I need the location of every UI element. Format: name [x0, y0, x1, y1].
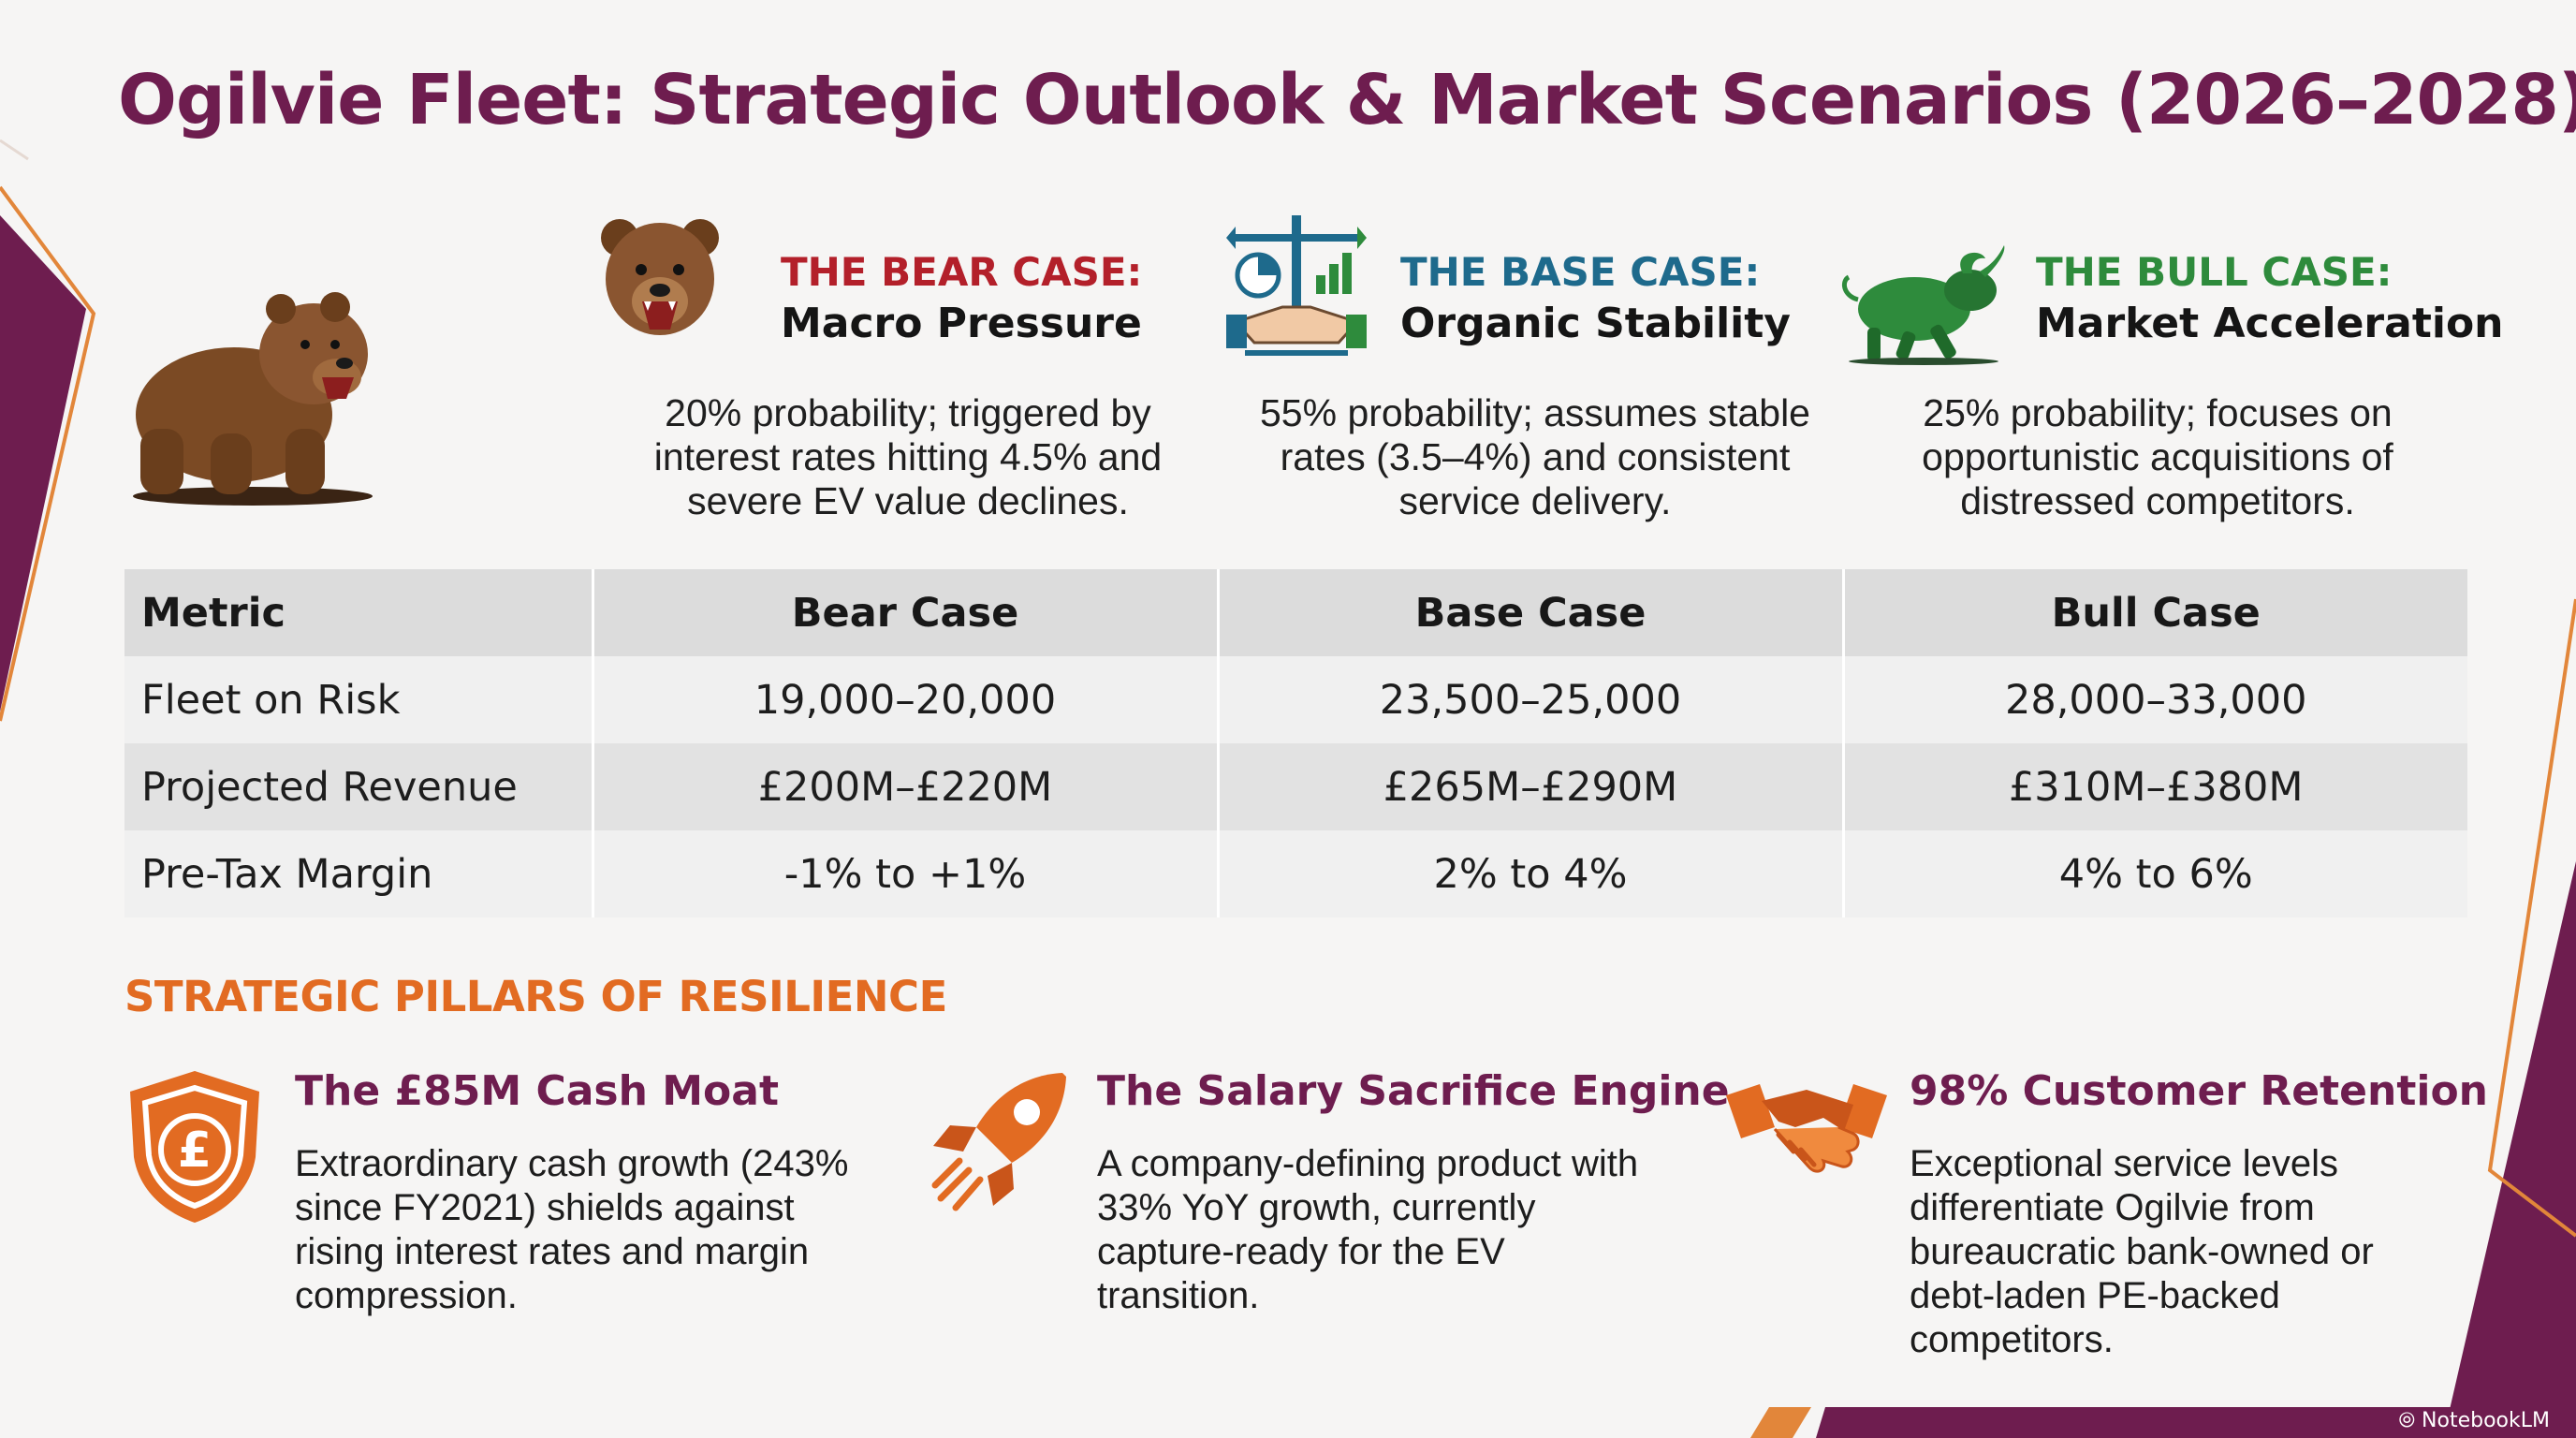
bull-case-heading: THE BULL CASE:: [2036, 249, 2393, 295]
row-label: Projected Revenue: [124, 743, 594, 830]
bull-case-subheading: Market Acceleration: [2036, 300, 2504, 347]
pillar-salary-sacrifice-text: A company-defining product with 33% YoY …: [1097, 1143, 1639, 1316]
cell-base: 2% to 4%: [1218, 830, 1845, 917]
left-thin-line: [0, 139, 29, 161]
scenario-metrics-table: Metric Bear Case Base Case Bull Case Fle…: [124, 569, 2467, 917]
svg-text:£: £: [178, 1123, 212, 1179]
pillar-customer-retention-text: Exceptional service levels differentiate…: [1910, 1143, 2374, 1360]
base-case-description: 55% probability; assumes stable rates (3…: [1260, 391, 1810, 522]
table-row: Projected Revenue £200M–£220M £265M–£290…: [124, 743, 2467, 830]
right-purple-stripe: [2443, 861, 2576, 1438]
handshake-icon: [1726, 1084, 1887, 1173]
left-orange-line: [0, 185, 96, 722]
table-row: Fleet on Risk 19,000–20,000 23,500–25,00…: [124, 656, 2467, 743]
pillars-section-title: STRATEGIC PILLARS OF RESILIENCE: [124, 972, 947, 1021]
row-label: Fleet on Risk: [124, 656, 594, 743]
cell-base: £265M–£290M: [1218, 743, 1845, 830]
cell-bear: -1% to +1%: [593, 830, 1220, 917]
cell-bear: £200M–£220M: [593, 743, 1220, 830]
cell-bull: £310M–£380M: [1843, 743, 2467, 830]
base-case-subheading: Organic Stability: [1400, 300, 1791, 347]
cell-base: 23,500–25,000: [1218, 656, 1845, 743]
bull-icon: [1841, 245, 2005, 365]
pound-shield-icon: £: [130, 1071, 259, 1223]
row-label: Pre-Tax Margin: [124, 830, 594, 917]
pillar-cash-moat-title: The £85M Cash Moat: [295, 1067, 779, 1115]
left-purple-stripe: [0, 215, 86, 712]
brand-name: NotebookLM: [2422, 1409, 2550, 1432]
header-bear-case: Bear Case: [593, 569, 1220, 656]
cell-bull: 28,000–33,000: [1843, 656, 2467, 743]
bottom-purple-bar: [1816, 1407, 2576, 1438]
page-title: Ogilvie Fleet: Strategic Outlook & Marke…: [118, 60, 2576, 140]
header-base-case: Base Case: [1218, 569, 1845, 656]
bear-case-heading: THE BEAR CASE:: [781, 249, 1143, 295]
bear-illustration-icon: [133, 292, 373, 506]
cell-bull: 4% to 6%: [1843, 830, 2467, 917]
base-case-heading: THE BASE CASE:: [1400, 249, 1761, 295]
bear-case-description: 20% probability; triggered by interest r…: [653, 391, 1163, 522]
bottom-orange-mark: [1750, 1407, 1811, 1438]
bear-case-subheading: Macro Pressure: [781, 300, 1142, 347]
bear-head-icon: [601, 219, 719, 335]
table-row: Pre-Tax Margin -1% to +1% 2% to 4% 4% to…: [124, 830, 2467, 917]
bull-case-description: 25% probability; focuses on opportunisti…: [1922, 391, 2393, 522]
table-header-row: Metric Bear Case Base Case Bull Case: [124, 569, 2467, 656]
header-metric: Metric: [124, 569, 594, 656]
cell-bear: 19,000–20,000: [593, 656, 1220, 743]
pillar-salary-sacrifice-title: The Salary Sacrifice Engine: [1097, 1067, 1730, 1115]
pillar-customer-retention-title: 98% Customer Retention: [1910, 1067, 2488, 1115]
brand-watermark: ⦾ NotebookLM: [2398, 1409, 2550, 1432]
notebooklm-logo-icon: ⦾: [2398, 1409, 2422, 1432]
header-bull-case: Bull Case: [1843, 569, 2467, 656]
rocket-icon: [931, 1073, 1066, 1211]
scales-handshake-icon: [1226, 215, 1367, 356]
pillar-cash-moat-text: Extraordinary cash growth (243% since FY…: [295, 1143, 849, 1316]
right-orange-line: [2487, 598, 2576, 1238]
